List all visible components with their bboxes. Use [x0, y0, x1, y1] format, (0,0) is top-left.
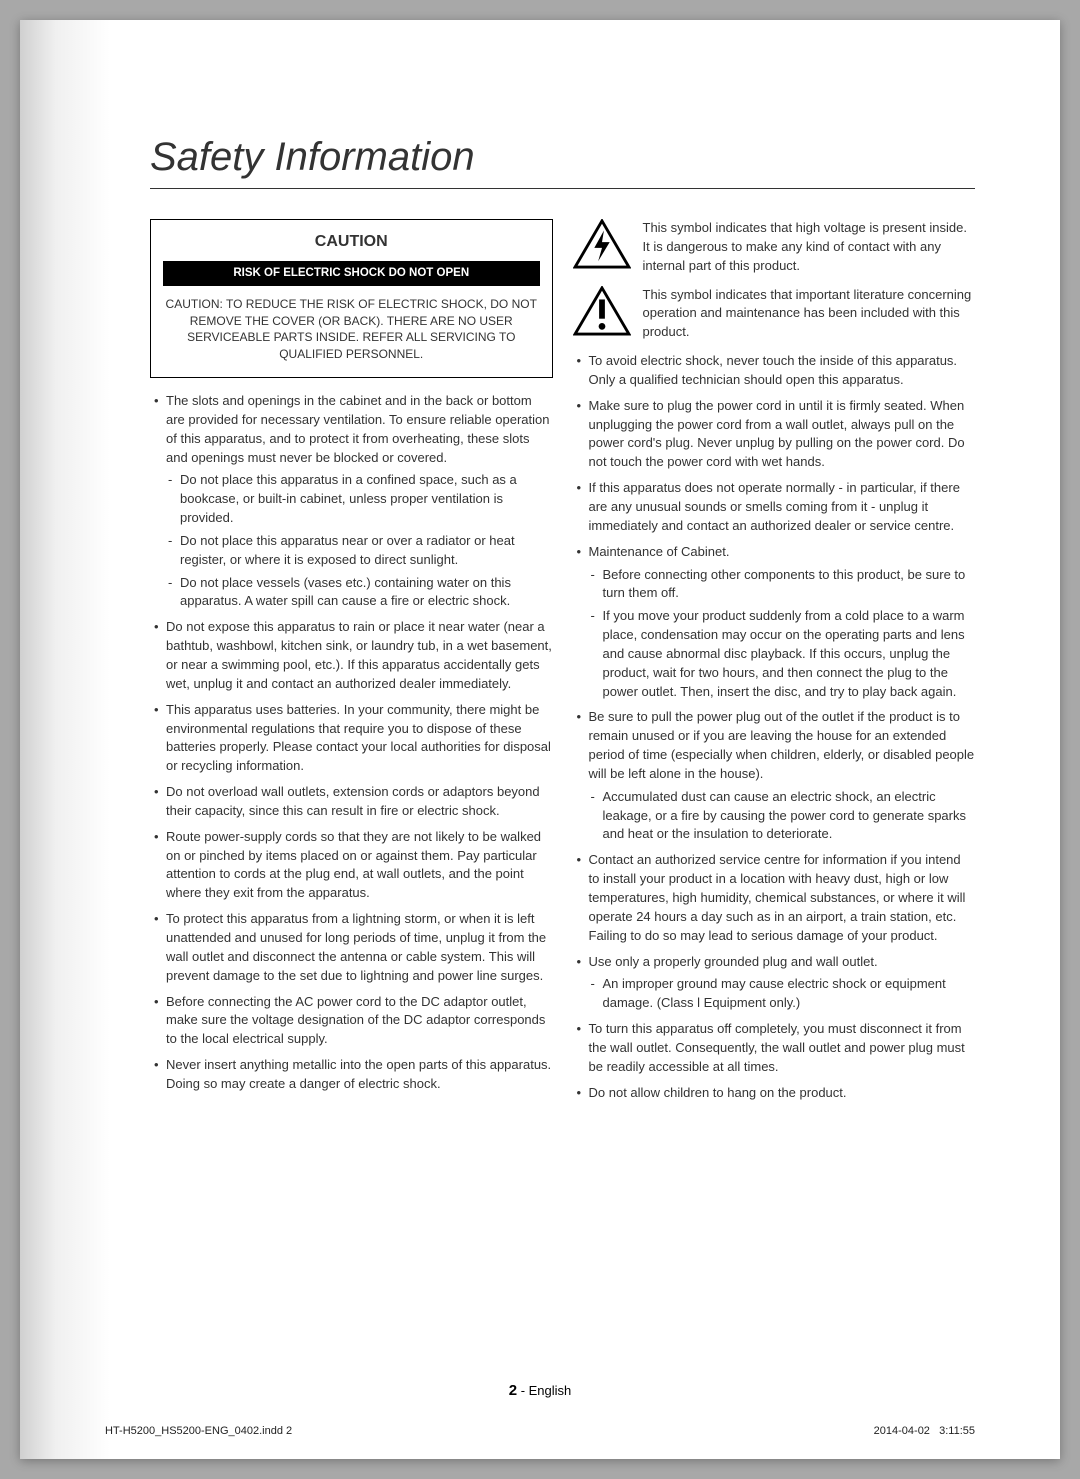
right-bullet-list: To avoid electric shock, never touch the… [573, 352, 976, 1102]
list-item: To protect this apparatus from a lightni… [150, 910, 553, 985]
footer-datetime: 2014-04-02 3:11:55 [874, 1425, 975, 1437]
sub-list: Accumulated dust can cause an electric s… [589, 788, 976, 845]
sub-list-item: Do not place this apparatus in a confine… [166, 471, 553, 528]
sub-list: Before connecting other components to th… [589, 566, 976, 702]
list-item: Contact an authorized service centre for… [573, 851, 976, 945]
list-item: If this apparatus does not operate norma… [573, 479, 976, 536]
page-number: 2 [509, 1382, 517, 1399]
caution-heading: CAUTION [163, 230, 540, 253]
list-item: Route power-supply cords so that they ar… [150, 828, 553, 903]
sub-list-item: An improper ground may cause electric sh… [589, 975, 976, 1013]
list-item: Use only a properly grounded plug and wa… [573, 953, 976, 1014]
list-item: To avoid electric shock, never touch the… [573, 352, 976, 390]
caution-box: CAUTION RISK OF ELECTRIC SHOCK DO NOT OP… [150, 219, 553, 378]
caution-text: CAUTION: TO REDUCE THE RISK OF ELECTRIC … [163, 296, 540, 363]
symbol-exclaim-text: This symbol indicates that important lit… [643, 286, 976, 343]
sub-list: An improper ground may cause electric sh… [589, 975, 976, 1013]
list-item: Maintenance of Cabinet.Before connecting… [573, 543, 976, 702]
sub-list-item: Do not place this apparatus near or over… [166, 532, 553, 570]
symbol-bolt-row: This symbol indicates that high voltage … [573, 219, 976, 276]
manual-page: Safety Information CAUTION RISK OF ELECT… [20, 20, 1060, 1459]
sub-list-item: Do not place vessels (vases etc.) contai… [166, 574, 553, 612]
sub-list-item: Accumulated dust can cause an electric s… [589, 788, 976, 845]
list-item: To turn this apparatus off completely, y… [573, 1020, 976, 1077]
sub-list-item: If you move your product suddenly from a… [589, 607, 976, 701]
list-item: The slots and openings in the cabinet an… [150, 392, 553, 611]
sub-list-item: Before connecting other components to th… [589, 566, 976, 604]
sub-list: Do not place this apparatus in a confine… [166, 471, 553, 611]
right-column: This symbol indicates that high voltage … [573, 219, 976, 1109]
lightning-triangle-icon [573, 219, 631, 275]
caution-bar: RISK OF ELECTRIC SHOCK DO NOT OPEN [163, 261, 540, 286]
page-number-footer: 2 - English [20, 1382, 1060, 1399]
list-item: Never insert anything metallic into the … [150, 1056, 553, 1094]
list-item: Do not allow children to hang on the pro… [573, 1084, 976, 1103]
exclamation-triangle-icon [573, 286, 631, 342]
list-item: This apparatus uses batteries. In your c… [150, 701, 553, 776]
page-title: Safety Information [150, 135, 975, 189]
list-item: Do not expose this apparatus to rain or … [150, 618, 553, 693]
symbol-exclaim-row: This symbol indicates that important lit… [573, 286, 976, 343]
left-column: CAUTION RISK OF ELECTRIC SHOCK DO NOT OP… [150, 219, 553, 1109]
footer-metadata: HT-H5200_HS5200-ENG_0402.indd 2 2014-04-… [105, 1425, 975, 1437]
list-item: Be sure to pull the power plug out of th… [573, 708, 976, 844]
content-columns: CAUTION RISK OF ELECTRIC SHOCK DO NOT OP… [150, 219, 975, 1109]
left-bullet-list: The slots and openings in the cabinet an… [150, 392, 553, 1094]
list-item: Before connecting the AC power cord to t… [150, 993, 553, 1050]
footer-filename: HT-H5200_HS5200-ENG_0402.indd 2 [105, 1425, 292, 1437]
list-item: Make sure to plug the power cord in unti… [573, 397, 976, 472]
list-item: Do not overload wall outlets, extension … [150, 783, 553, 821]
page-language: English [529, 1383, 572, 1398]
symbol-bolt-text: This symbol indicates that high voltage … [643, 219, 976, 276]
